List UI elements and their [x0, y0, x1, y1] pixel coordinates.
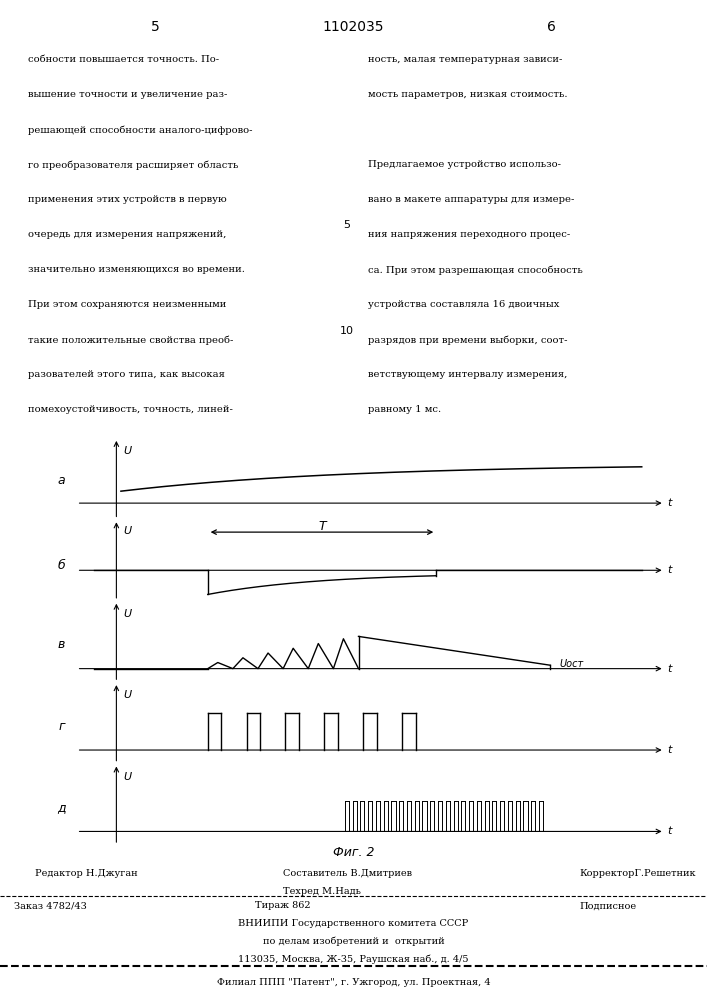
- Text: 5: 5: [151, 20, 160, 34]
- Text: са. При этом разрешающая способность: са. При этом разрешающая способность: [368, 265, 583, 275]
- Text: U: U: [123, 772, 132, 782]
- Text: Редактор Н.Джуган: Редактор Н.Джуган: [35, 869, 138, 878]
- Text: разователей этого типа, как высокая: разователей этого типа, как высокая: [28, 370, 225, 379]
- Text: Фиг. 2: Фиг. 2: [333, 846, 374, 859]
- Text: разрядов при времени выборки, соот-: разрядов при времени выборки, соот-: [368, 335, 567, 345]
- Text: T: T: [318, 520, 326, 533]
- Text: по делам изобретений и  открытий: по делам изобретений и открытий: [263, 937, 444, 946]
- Text: U: U: [123, 690, 132, 700]
- Text: U: U: [123, 609, 132, 619]
- Text: t: t: [667, 826, 672, 836]
- Text: в: в: [58, 638, 65, 651]
- Text: t: t: [667, 565, 672, 575]
- Text: а: а: [58, 474, 65, 487]
- Text: 113035, Москва, Ж-35, Раушская наб., д. 4/5: 113035, Москва, Ж-35, Раушская наб., д. …: [238, 954, 469, 964]
- Text: мость параметров, низкая стоимость.: мость параметров, низкая стоимость.: [368, 90, 567, 99]
- Text: устройства составляла 16 двоичных: устройства составляла 16 двоичных: [368, 300, 559, 309]
- Text: значительно изменяющихся во времени.: значительно изменяющихся во времени.: [28, 265, 245, 274]
- Text: U: U: [123, 526, 132, 536]
- Text: Заказ 4782/43: Заказ 4782/43: [14, 901, 87, 910]
- Text: помехоустойчивость, точность, линей-: помехоустойчивость, точность, линей-: [28, 405, 233, 414]
- Text: 6: 6: [547, 20, 556, 34]
- Text: Техред М.Надь: Техред М.Надь: [283, 887, 361, 896]
- Text: 1102035: 1102035: [323, 20, 384, 34]
- Text: д: д: [57, 801, 66, 814]
- Text: равному 1 мс.: равному 1 мс.: [368, 405, 440, 414]
- Text: Предлагаемое устройство использо-: Предлагаемое устройство использо-: [368, 160, 561, 169]
- Text: Тираж 862: Тираж 862: [255, 901, 310, 910]
- Text: г: г: [58, 720, 65, 733]
- Text: t: t: [667, 745, 672, 755]
- Text: б: б: [58, 559, 66, 572]
- Text: Подписное: Подписное: [580, 901, 637, 910]
- Text: 10: 10: [339, 326, 354, 336]
- Text: решающей способности аналого-цифрово-: решающей способности аналого-цифрово-: [28, 125, 253, 135]
- Text: U: U: [123, 446, 132, 456]
- Text: вано в макете аппаратуры для измере-: вано в макете аппаратуры для измере-: [368, 195, 574, 204]
- Text: Филиал ППП "Патент", г. Ужгород, ул. Проектная, 4: Филиал ППП "Патент", г. Ужгород, ул. Про…: [216, 978, 491, 987]
- Text: вышение точности и увеличение раз-: вышение точности и увеличение раз-: [28, 90, 228, 99]
- Text: Uост: Uост: [559, 659, 584, 669]
- Text: 5: 5: [343, 220, 350, 230]
- Text: ность, малая температурная зависи-: ность, малая температурная зависи-: [368, 55, 562, 64]
- Text: КорректорГ.Решетник: КорректорГ.Решетник: [580, 869, 696, 878]
- Text: собности повышается точность. По-: собности повышается точность. По-: [28, 55, 219, 64]
- Text: очередь для измерения напряжений,: очередь для измерения напряжений,: [28, 230, 227, 239]
- Text: такие положительные свойства преоб-: такие положительные свойства преоб-: [28, 335, 233, 345]
- Text: ния напряжения переходного процес-: ния напряжения переходного процес-: [368, 230, 570, 239]
- Text: ВНИИПИ Государственного комитета СССР: ВНИИПИ Государственного комитета СССР: [238, 919, 469, 928]
- Text: t: t: [667, 664, 672, 674]
- Text: Составитель В.Дмитриев: Составитель В.Дмитриев: [283, 869, 411, 878]
- Text: При этом сохраняются неизменными: При этом сохраняются неизменными: [28, 300, 227, 309]
- Text: t: t: [667, 498, 672, 508]
- Text: применения этих устройств в первую: применения этих устройств в первую: [28, 195, 227, 204]
- Text: го преобразователя расширяет область: го преобразователя расширяет область: [28, 160, 239, 170]
- Text: ветствующему интервалу измерения,: ветствующему интервалу измерения,: [368, 370, 567, 379]
